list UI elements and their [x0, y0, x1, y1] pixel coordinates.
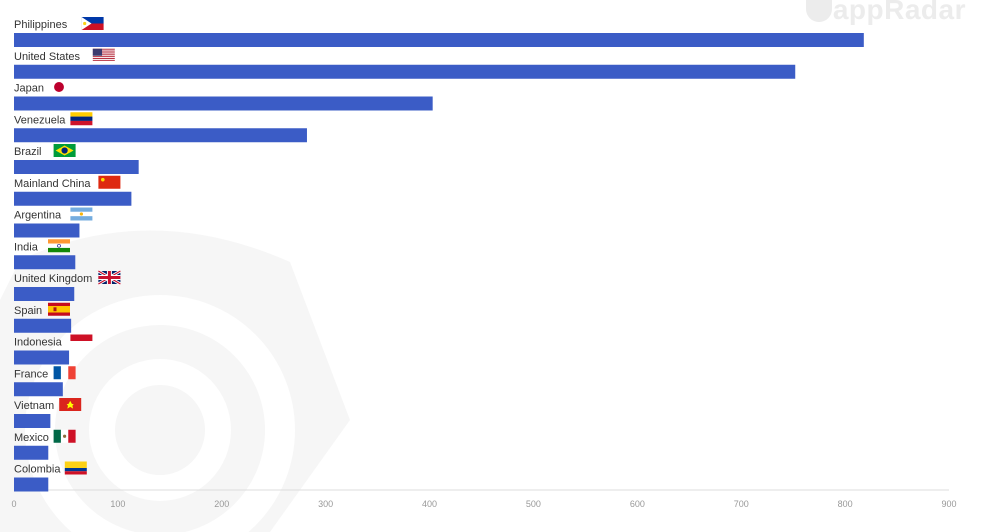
ar-flag-icon — [70, 207, 93, 221]
x-tick-label: 0 — [11, 499, 16, 509]
category-label: Venezuela — [14, 114, 66, 126]
watermark-logo-icon — [806, 0, 832, 22]
category-label: Mexico — [14, 432, 49, 444]
bar — [14, 382, 63, 397]
category-label: Colombia — [14, 464, 61, 476]
bar — [14, 64, 796, 79]
in-flag-icon — [48, 239, 70, 253]
br-flag-icon — [53, 144, 76, 157]
x-tick-label: 900 — [941, 499, 956, 509]
bar — [14, 445, 49, 460]
es-flag-icon — [48, 302, 70, 316]
category-label: Japan — [14, 83, 44, 95]
fr-flag-icon — [53, 366, 76, 380]
gb-flag-icon — [97, 269, 122, 286]
bar — [14, 318, 72, 333]
bar — [14, 128, 307, 143]
x-tick-label: 100 — [110, 499, 125, 509]
x-tick-label: 200 — [214, 499, 229, 509]
bar — [14, 160, 139, 174]
category-label: United States — [14, 51, 81, 63]
us-flag-icon — [92, 48, 115, 61]
category-label: Indonesia — [14, 337, 63, 349]
ph-flag-icon — [81, 17, 104, 30]
jp-flag-icon — [54, 82, 64, 92]
bar — [14, 33, 864, 47]
bar — [14, 477, 49, 492]
x-tick-label: 800 — [838, 499, 853, 509]
category-label: Mainland China — [14, 178, 91, 190]
category-label: Brazil — [14, 146, 42, 158]
ve-flag-icon — [70, 112, 93, 126]
bar — [14, 191, 132, 206]
bar — [14, 255, 76, 270]
x-tick-label: 500 — [526, 499, 541, 509]
id-flag-icon — [70, 334, 93, 348]
x-tick-label: 300 — [318, 499, 333, 509]
category-label: Philippines — [14, 19, 68, 31]
watermark-text: DappRadar — [812, 0, 966, 25]
category-label: Spain — [14, 305, 42, 317]
bar — [14, 414, 51, 428]
vn-flag-icon — [59, 398, 82, 411]
category-label: Vietnam — [14, 400, 54, 412]
background-watermark-logo-icon — [0, 230, 350, 532]
bar — [14, 223, 80, 238]
co-flag-icon — [64, 461, 87, 475]
bar — [14, 287, 75, 301]
bar — [14, 96, 433, 111]
x-tick-label: 400 — [422, 499, 437, 509]
x-tick-label: 600 — [630, 499, 645, 509]
mx-flag-icon — [53, 429, 76, 443]
category-label: United Kingdom — [14, 273, 92, 285]
category-label: France — [14, 368, 48, 380]
bar — [14, 350, 70, 365]
category-label: India — [14, 241, 39, 253]
cn-flag-icon — [98, 175, 121, 189]
x-tick-label: 700 — [734, 499, 749, 509]
category-label: Argentina — [14, 210, 62, 222]
